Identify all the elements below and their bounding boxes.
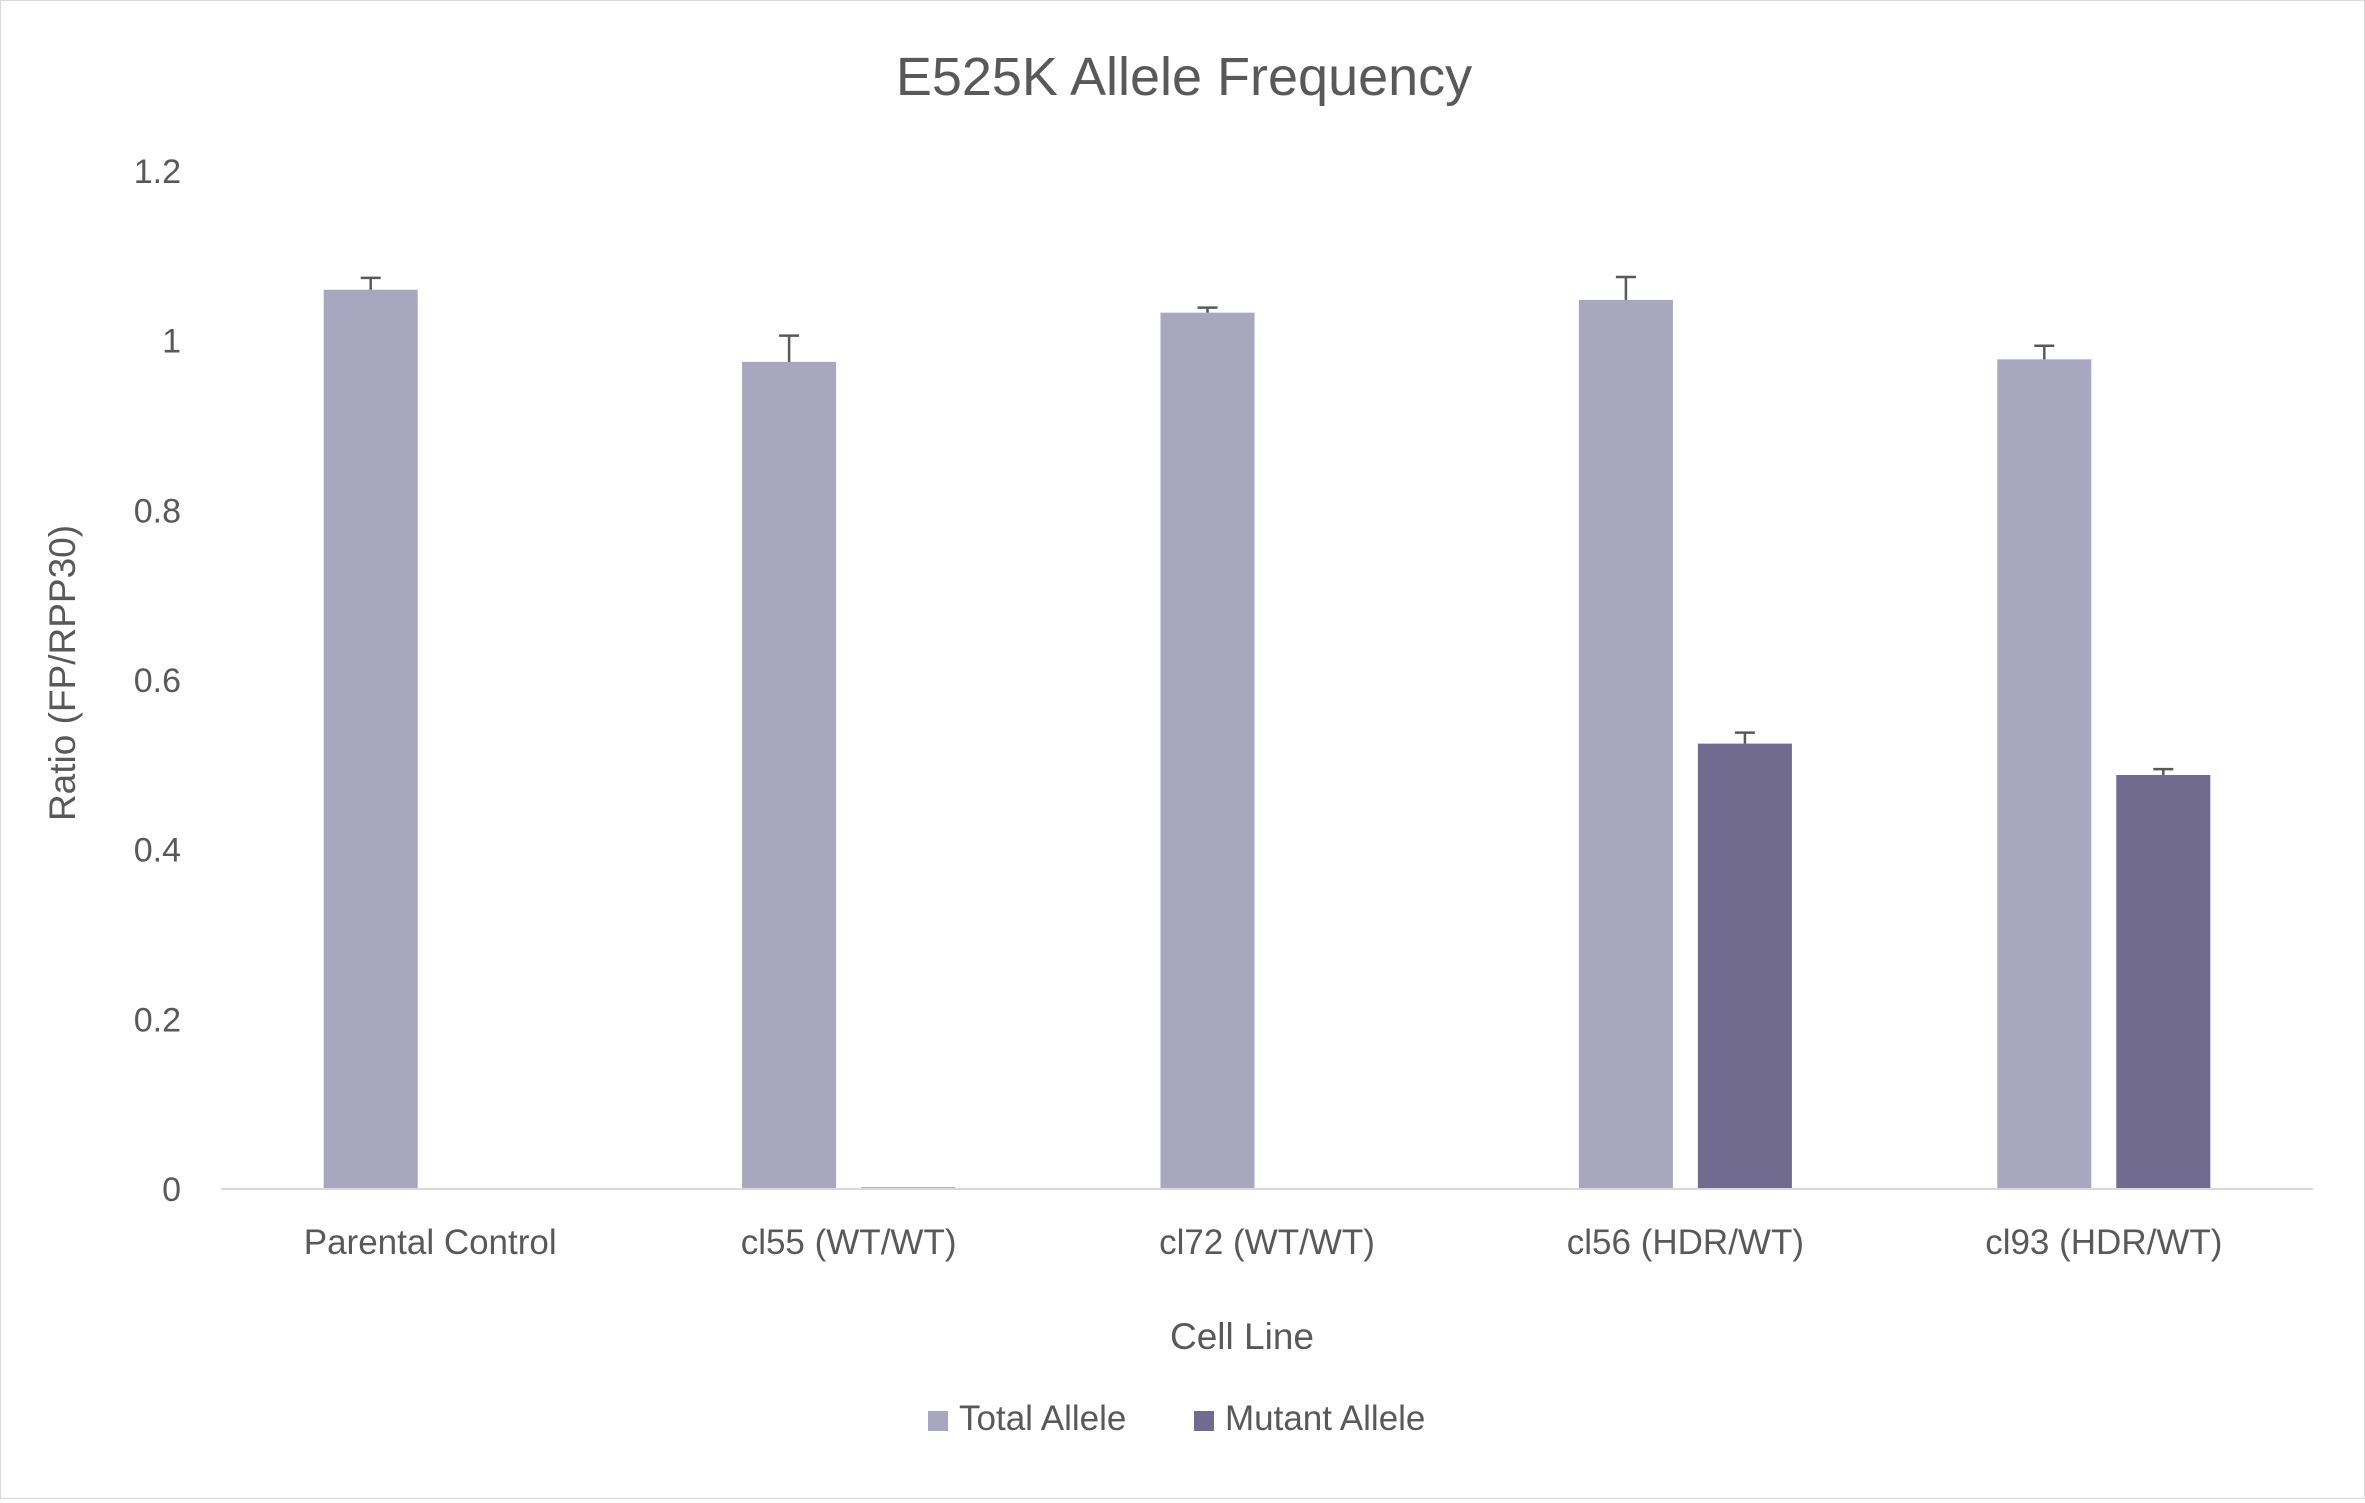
- y-tick-label: 1.2: [134, 153, 181, 191]
- x-axis-label: Cell Line: [1170, 1316, 1314, 1357]
- y-tick-label: 0.2: [134, 1001, 181, 1039]
- bar: [2116, 775, 2211, 1189]
- legend-label: Mutant Allele: [1225, 1399, 1425, 1438]
- x-category-label: Parental Control: [304, 1223, 557, 1262]
- y-axis-ticks: 0 0.2 0.4 0.6 0.8 1 1.2: [134, 153, 181, 1209]
- legend-swatch: [1194, 1411, 1214, 1431]
- chart-title: E525K Allele Frequency: [896, 47, 1472, 107]
- bar: [1997, 359, 2092, 1190]
- x-category-label: cl56 (HDR/WT): [1567, 1223, 1804, 1262]
- x-category-label: cl55 (WT/WT): [741, 1223, 957, 1262]
- bar: [323, 289, 418, 1189]
- bar: [742, 361, 837, 1189]
- y-tick-label: 0.6: [134, 662, 181, 700]
- x-category-label: cl93 (HDR/WT): [1985, 1223, 2222, 1262]
- bar: [1578, 299, 1673, 1189]
- legend: Total Allele Mutant Allele: [928, 1399, 1425, 1438]
- bars: [323, 289, 2211, 1190]
- legend-label: Total Allele: [959, 1399, 1126, 1438]
- error-bars: [360, 275, 2174, 776]
- bar: [1160, 312, 1255, 1190]
- y-tick-label: 1: [162, 323, 181, 361]
- y-axis-label: Ratio (FP/RPP30): [42, 525, 83, 821]
- y-tick-label: 0: [162, 1171, 181, 1209]
- legend-swatch: [928, 1411, 948, 1431]
- y-tick-label: 0.8: [134, 492, 181, 530]
- y-tick-label: 0.4: [134, 832, 181, 870]
- x-axis-categories: Parental Control cl55 (WT/WT) cl72 (WT/WT)…: [304, 1223, 2223, 1262]
- x-category-label: cl72 (WT/WT): [1159, 1223, 1375, 1262]
- bar: [1697, 743, 1792, 1189]
